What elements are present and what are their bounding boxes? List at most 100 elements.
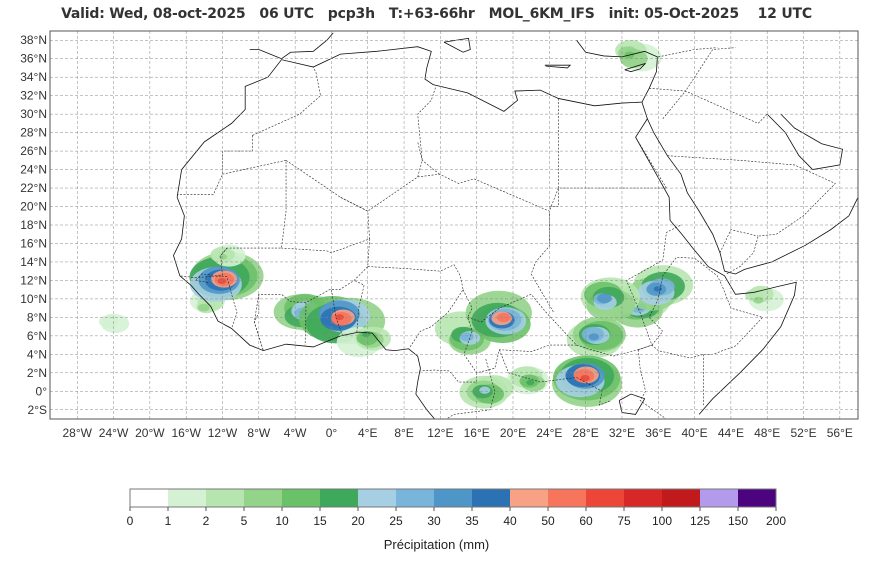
coastline [443, 37, 471, 53]
map-frame [49, 30, 859, 420]
lon-label: 40°E [682, 426, 708, 440]
country-border [648, 257, 723, 346]
precip-cell [496, 312, 511, 323]
country-border [658, 47, 718, 58]
colorbar-tick-label: 5 [241, 514, 248, 528]
precip-cell [105, 313, 116, 321]
country-border [649, 47, 736, 92]
country-border [304, 302, 307, 346]
map-background [50, 31, 858, 419]
lat-label: 26°N [20, 144, 47, 158]
colorbar: 0 1 2 5 10 15 20 25 30 35 40 50 60 75 100 125 150 200 [127, 488, 786, 528]
coastline [618, 393, 646, 415]
precip-cell [753, 296, 764, 304]
lat-label: 16°N [20, 236, 47, 250]
lon-label: 52°E [790, 426, 816, 440]
lon-label: 24°W [99, 426, 129, 440]
colorbar-tick-label: 40 [503, 514, 517, 528]
country-border [467, 224, 682, 357]
lon-label: 8°E [394, 426, 413, 440]
lat-label: 36°N [20, 52, 47, 66]
lon-label: 28°E [573, 426, 599, 440]
lat-label: 4°N [27, 347, 47, 361]
lat-label: 0° [36, 384, 48, 398]
latitude-labels: 38°N 36°N 34°N 32°N 30°N 28°N 26°N 24°N 22°N 20°N… [20, 33, 47, 417]
coastline [544, 64, 572, 69]
map-title: Valid: Wed, 08-oct-2025 06 UTC pcp3h T:+… [61, 6, 812, 22]
coastline [848, 197, 858, 216]
colorbar-segment [130, 489, 169, 507]
precip-cell [597, 293, 612, 304]
lon-label: 12°E [427, 426, 453, 440]
precip-cell [197, 303, 210, 312]
colorbar-segment [472, 489, 511, 507]
lon-label: 48°E [754, 426, 780, 440]
lat-label: 2°N [27, 366, 47, 380]
colorbar-segment [700, 489, 739, 507]
precip-cell [588, 333, 600, 341]
colorbar-tick-label: 125 [690, 514, 710, 528]
country-border [719, 229, 759, 253]
colorbar-tick-label: 25 [389, 514, 403, 528]
colorbar-tick-label: 0 [127, 514, 134, 528]
coastline [408, 31, 420, 32]
colorbar-tick-label: 1 [165, 514, 172, 528]
lon-label: 56°E [827, 426, 853, 440]
lat-label: 8°N [27, 310, 47, 324]
lon-label: 20°E [500, 426, 526, 440]
lon-label: 36°E [645, 426, 671, 440]
coastline [576, 39, 658, 103]
lat-label: 14°N [20, 255, 47, 269]
colorbar-segment [320, 489, 359, 507]
lat-label: 38°N [20, 33, 47, 47]
coastline [173, 197, 436, 419]
country-border [194, 273, 238, 329]
lat-label: 18°N [20, 218, 47, 232]
colorbar-tick-label: 2 [203, 514, 210, 528]
lon-label: 0° [326, 426, 338, 440]
country-border [354, 280, 365, 333]
colorbar-tick-label: 20 [351, 514, 365, 528]
country-border [420, 369, 477, 383]
lat-label: 24°N [20, 163, 47, 177]
lat-label: 22°N [20, 181, 47, 195]
country-border [252, 66, 321, 136]
colorbar-segment [168, 489, 207, 507]
colorbar-tick-label: 15 [313, 514, 327, 528]
lat-label: 28°N [20, 126, 47, 140]
precip-cell [356, 331, 378, 346]
coastline [635, 102, 797, 415]
lat-label: 34°N [20, 70, 47, 84]
country-border [499, 349, 612, 406]
colorbar-tick-label: 60 [579, 514, 593, 528]
lat-label: 2°S [28, 403, 47, 417]
colorbar-tick-label: 100 [652, 514, 672, 528]
lon-label: 8°W [247, 426, 270, 440]
lat-label: 6°N [27, 329, 47, 343]
country-border [635, 137, 667, 189]
colorbar-segment [510, 489, 549, 507]
colorbar-tick-label: 50 [541, 514, 555, 528]
colorbar-label: Précipitation (mm) [383, 537, 490, 552]
lat-label: 10°N [20, 292, 47, 306]
lon-label: 16°E [464, 426, 490, 440]
colorbar-tick-label: 200 [766, 514, 786, 528]
longitude-labels: 28°W 24°W 20°W 16°W 12°W 8°W 4°W 0° 4°E 8°E 12°E 16… [62, 426, 852, 440]
colorbar-tick-label: 30 [427, 514, 441, 528]
precip-cell [526, 379, 535, 386]
lon-label: 4°E [358, 426, 377, 440]
lat-label: 12°N [20, 273, 47, 287]
lon-label: 4°W [284, 426, 307, 440]
lat-label: 32°N [20, 89, 47, 103]
colorbar-tick-label: 10 [275, 514, 289, 528]
lon-label: 44°E [718, 426, 744, 440]
colorbar-segment [548, 489, 587, 507]
country-border [662, 90, 768, 124]
colorbar-segment [244, 489, 283, 507]
lon-label: 16°W [171, 426, 201, 440]
colorbar-tick-label: 150 [728, 514, 748, 528]
country-border [549, 188, 559, 207]
country-border [417, 141, 440, 175]
precip-cell [218, 254, 228, 260]
